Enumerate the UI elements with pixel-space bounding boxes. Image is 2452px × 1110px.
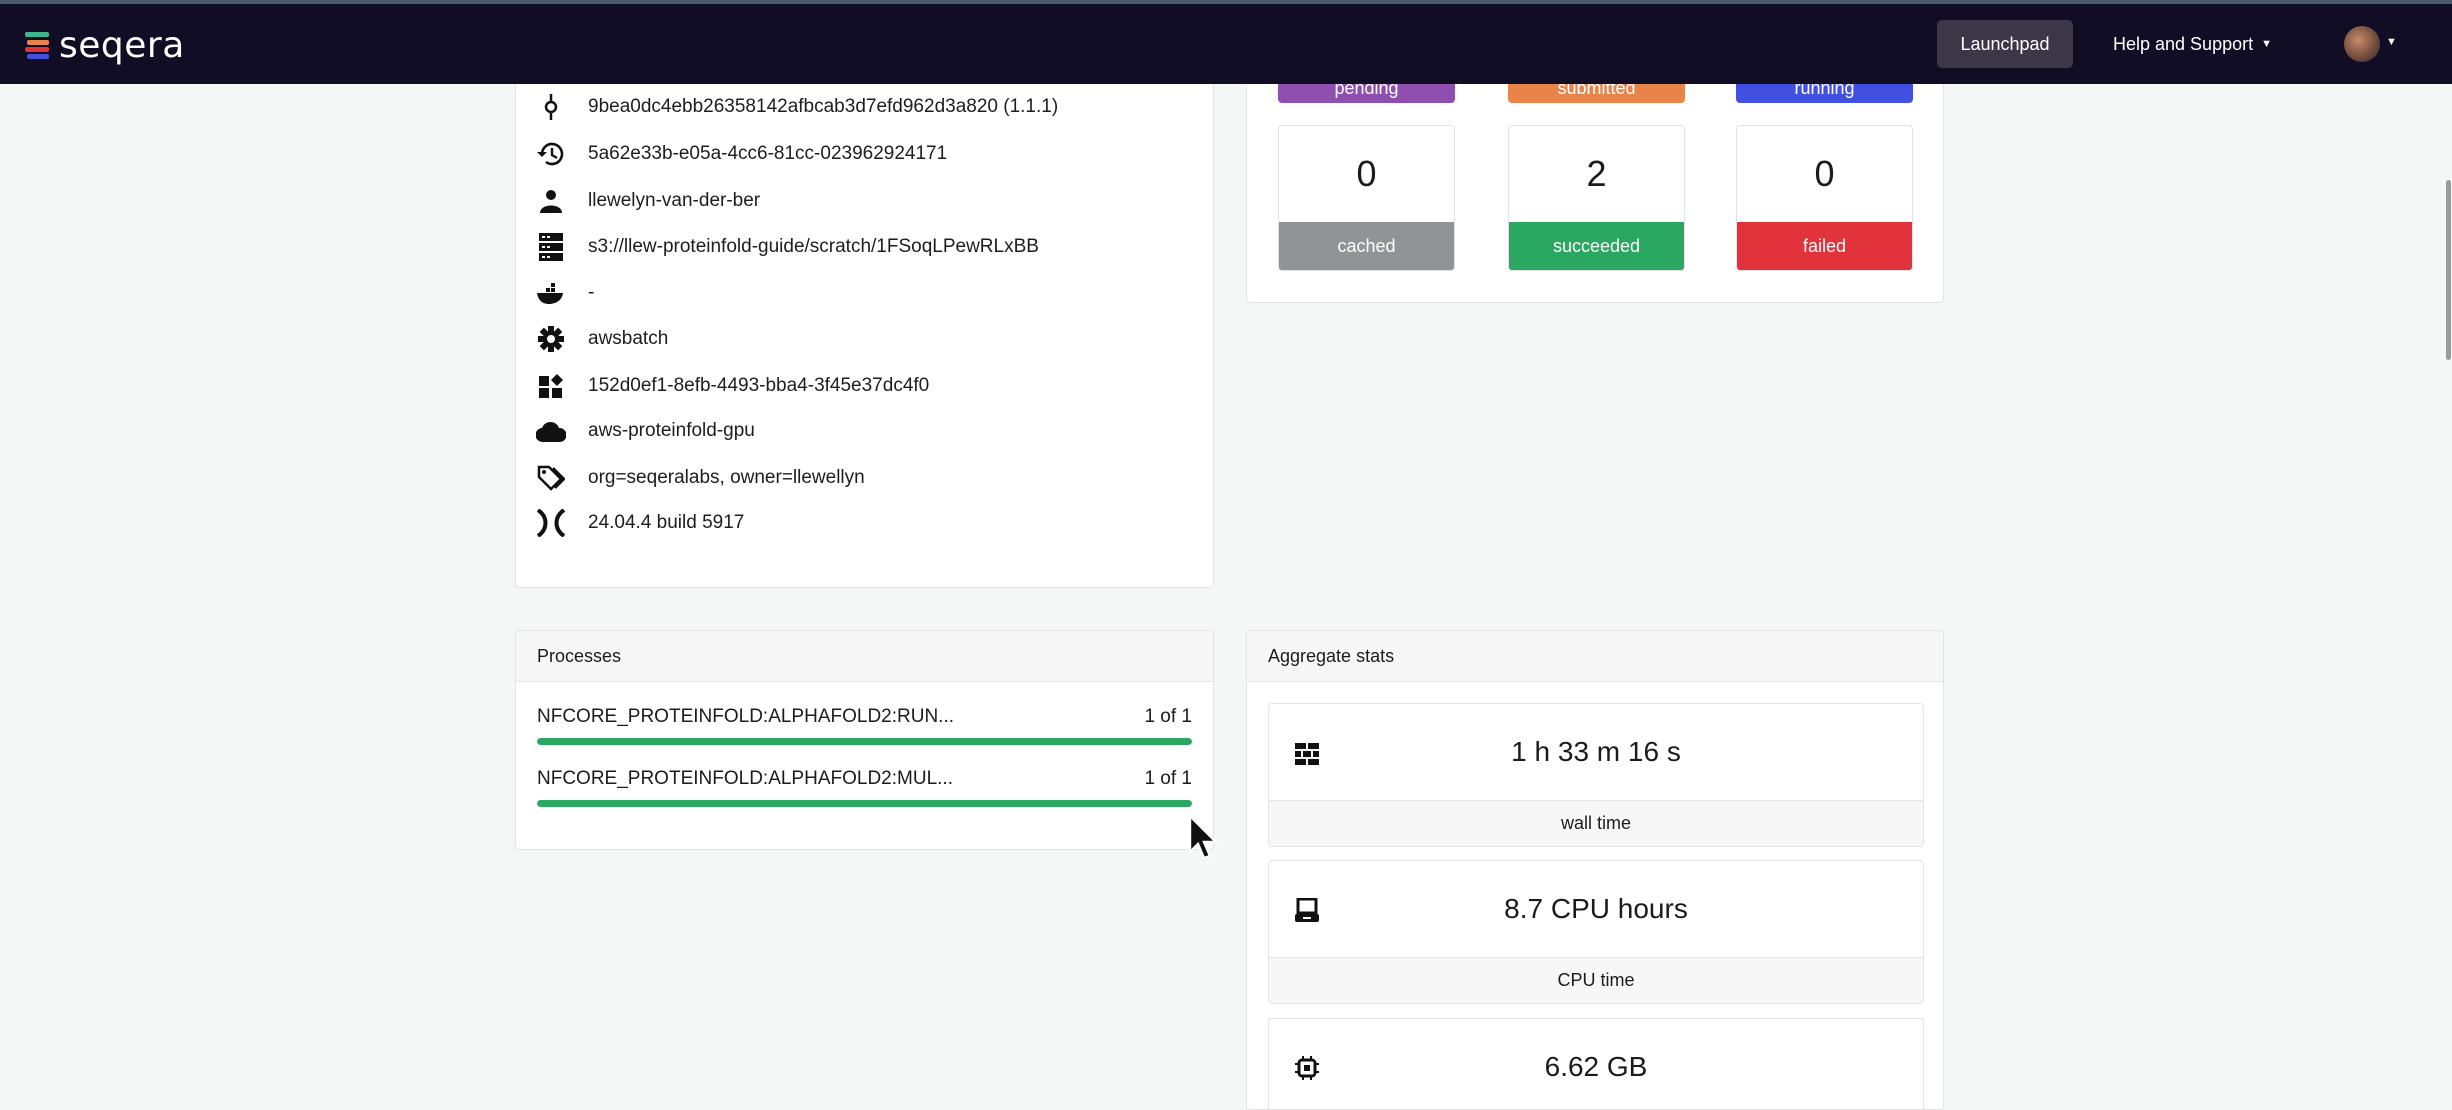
memory-chip-icon	[1295, 1055, 1319, 1087]
mouse-cursor-icon	[1188, 814, 1219, 860]
process-progress-fill	[537, 738, 1192, 745]
detail-text: 152d0ef1-8efb-4493-bba4-3f45e37dc4f0	[588, 375, 930, 396]
process-item[interactable]: NFCORE_PROTEINFOLD:ALPHAFOLD2:RUN... 1 of…	[537, 706, 1192, 745]
docker-icon	[532, 282, 570, 304]
page-scrollbar[interactable]	[2446, 180, 2451, 360]
cloud-icon	[532, 420, 570, 442]
processes-card: Processes NFCORE_PROTEINFOLD:ALPHAFOLD2:…	[515, 630, 1214, 850]
caret-down-icon: ▼	[2261, 38, 2272, 50]
tags-icon	[532, 465, 570, 491]
history-icon	[532, 141, 570, 167]
avatar-caret-down-icon[interactable]: ▼	[2386, 36, 2397, 48]
succeeded-label: succeeded	[1509, 222, 1684, 270]
aggregate-stats-card: Aggregate stats 1 h 33 m 16 s wall time …	[1246, 630, 1944, 1110]
user-avatar[interactable]	[2344, 26, 2380, 62]
detail-row: aws-proteinfold-gpu	[532, 416, 755, 446]
run-details-card	[515, 40, 1214, 588]
status-succeeded: 2 succeeded	[1508, 125, 1685, 271]
process-count: 1 of 1	[1144, 768, 1192, 789]
process-item[interactable]: NFCORE_PROTEINFOLD:ALPHAFOLD2:MUL... 1 of…	[537, 768, 1192, 807]
process-name: NFCORE_PROTEINFOLD:ALPHAFOLD2:MUL...	[537, 768, 953, 789]
cached-count: 0	[1356, 153, 1377, 194]
detail-text: aws-proteinfold-gpu	[588, 420, 755, 441]
commit-icon	[532, 94, 570, 120]
computer-icon	[1295, 897, 1319, 929]
process-count: 1 of 1	[1144, 706, 1192, 727]
memory-value: 6.62 GB	[1544, 1051, 1648, 1082]
detail-row: org=seqeralabs, owner=llewellyn	[532, 463, 865, 493]
seqera-logo-icon	[25, 32, 49, 59]
status-failed: 0 failed	[1736, 125, 1913, 271]
help-label: Help and Support	[2113, 33, 2254, 54]
stat-memory: 6.62 GB	[1268, 1018, 1924, 1109]
detail-text: 9bea0dc4ebb26358142afbcab3d7efd962d3a820…	[588, 96, 1059, 117]
detail-row: llewelyn-van-der-ber	[532, 186, 760, 216]
detail-text: s3://llew-proteinfold-guide/scratch/1FSo…	[588, 236, 1039, 257]
status-cached: 0 cached	[1278, 125, 1455, 271]
server-icon	[532, 233, 570, 261]
detail-row: -	[532, 278, 594, 308]
stat-wall-time: 1 h 33 m 16 s wall time	[1268, 703, 1924, 847]
aggregate-stats-title: Aggregate stats	[1247, 631, 1943, 682]
launchpad-button[interactable]: Launchpad	[1937, 20, 2073, 68]
cpu-time-value: 8.7 CPU hours	[1504, 893, 1688, 924]
detail-text: 24.04.4 build 5917	[588, 512, 745, 533]
detail-row: 152d0ef1-8efb-4493-bba4-3f45e37dc4f0	[532, 371, 929, 401]
help-and-support-dropdown[interactable]: Help and Support ▼	[2113, 20, 2272, 68]
failed-count: 0	[1814, 153, 1835, 194]
wall-icon	[1295, 740, 1319, 772]
stat-cpu-time: 8.7 CPU hours CPU time	[1268, 860, 1924, 1004]
detail-text: -	[588, 282, 595, 303]
detail-row: 24.04.4 build 5917	[532, 508, 744, 538]
nextflow-icon	[532, 509, 570, 537]
top-navbar: seqera Launchpad Help and Support ▼ ▼	[0, 0, 2452, 84]
failed-label: failed	[1737, 222, 1912, 270]
gear-icon	[532, 326, 570, 352]
wall-time-value: 1 h 33 m 16 s	[1511, 736, 1681, 767]
detail-row: 9bea0dc4ebb26358142afbcab3d7efd962d3a820…	[532, 92, 1058, 122]
succeeded-count: 2	[1586, 153, 1607, 194]
detail-text: 5a62e33b-e05a-4cc6-81cc-023962924171	[588, 143, 948, 164]
seqera-logo[interactable]: seqera	[25, 25, 185, 66]
process-name: NFCORE_PROTEINFOLD:ALPHAFOLD2:RUN...	[537, 706, 955, 727]
cpu-time-label: CPU time	[1269, 957, 1923, 1003]
cached-label: cached	[1279, 222, 1454, 270]
wall-time-label: wall time	[1269, 800, 1923, 846]
detail-row: s3://llew-proteinfold-guide/scratch/1FSo…	[532, 232, 1039, 262]
process-progress-bar	[537, 800, 1192, 807]
detail-text: awsbatch	[588, 328, 669, 349]
detail-row: 5a62e33b-e05a-4cc6-81cc-023962924171	[532, 139, 947, 169]
detail-row: awsbatch	[532, 324, 668, 354]
processes-title: Processes	[516, 631, 1213, 682]
widgets-icon	[532, 374, 570, 398]
logo-text: seqera	[59, 25, 185, 66]
user-icon	[532, 189, 570, 213]
process-progress-fill	[537, 800, 1192, 807]
process-progress-bar	[537, 738, 1192, 745]
detail-text: llewelyn-van-der-ber	[588, 190, 761, 211]
detail-text: org=seqeralabs, owner=llewellyn	[588, 467, 865, 488]
